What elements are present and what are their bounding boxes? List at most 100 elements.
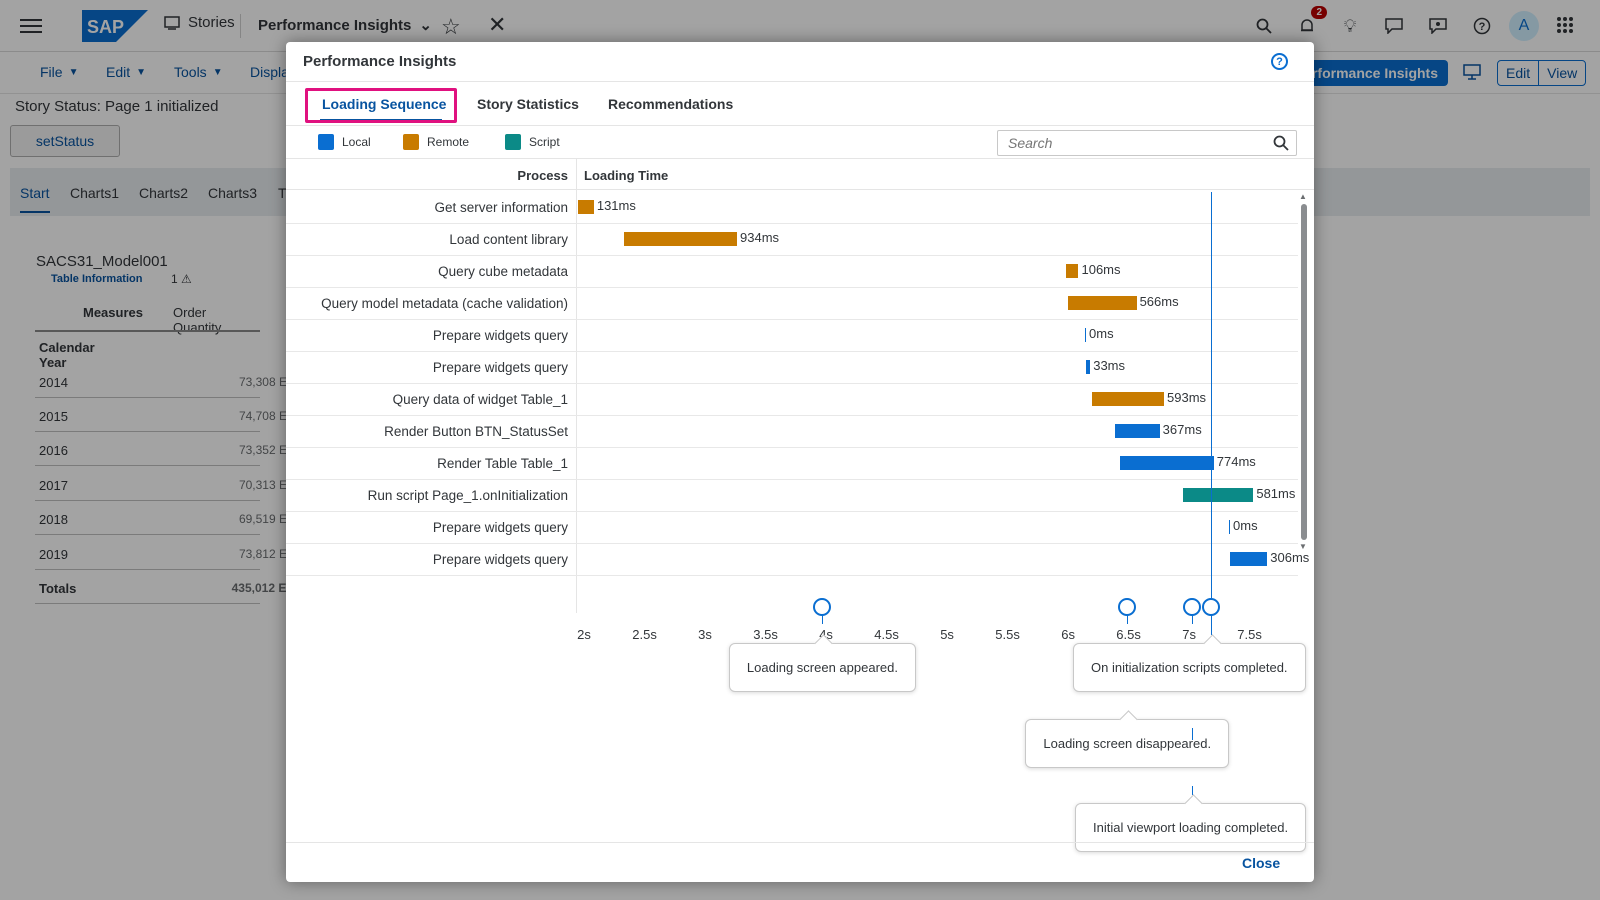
gantt-row[interactable]: Render Table Table_1 774ms: [286, 448, 1298, 480]
close-icon[interactable]: ✕: [488, 12, 507, 37]
legend-remote: Remote: [403, 134, 469, 150]
table-row-value: 70,313 EA: [238, 478, 295, 492]
search-icon[interactable]: [1252, 14, 1276, 38]
gantt-bar[interactable]: [1068, 296, 1137, 310]
scroll-down-icon[interactable]: ▼: [1299, 542, 1307, 551]
table-row-year: 2019: [39, 547, 68, 562]
process-label: Prepare widgets query: [432, 552, 568, 567]
table-divider: [35, 603, 260, 604]
milestone-marker[interactable]: [1201, 598, 1220, 616]
gantt-bar[interactable]: [1085, 328, 1087, 342]
avatar[interactable]: A: [1509, 11, 1539, 41]
app-title-menu[interactable]: Performance Insights ⌄: [258, 16, 432, 35]
edit-menu[interactable]: Edit ▼: [106, 64, 146, 80]
milestone-marker[interactable]: [1182, 598, 1201, 616]
gantt-bar[interactable]: [1065, 264, 1079, 278]
chevron-down-icon: ▼: [68, 66, 79, 78]
notifications-icon[interactable]: 2: [1295, 6, 1327, 38]
gantt-bar[interactable]: [1230, 552, 1268, 566]
story-status-text: Story Status: Page 1 initialized: [15, 98, 219, 115]
gantt-row[interactable]: Query model metadata (cache validation) 5…: [286, 288, 1298, 320]
gantt-bar[interactable]: [578, 200, 594, 214]
gantt-bar[interactable]: [1092, 392, 1165, 406]
axis-tick-label: 3s: [698, 627, 712, 642]
gantt-bar[interactable]: [1115, 424, 1160, 438]
product-switch-icon[interactable]: [1557, 17, 1573, 33]
search-icon[interactable]: [1273, 135, 1289, 151]
milestone-marker[interactable]: [813, 598, 832, 616]
warning-indicator[interactable]: 1 ⚠: [171, 272, 192, 286]
file-menu[interactable]: File ▼: [40, 64, 78, 80]
chevron-down-icon: ▼: [212, 66, 223, 78]
search-input[interactable]: [998, 131, 1263, 155]
view-mode-button[interactable]: View: [1538, 61, 1585, 85]
gantt-bar[interactable]: [1086, 360, 1091, 374]
edit-mode-button[interactable]: Edit: [1506, 65, 1531, 81]
axis-tick-label: 6s: [1061, 627, 1075, 642]
tab-charts1[interactable]: Charts1: [70, 185, 120, 201]
gantt-row[interactable]: Prepare widgets query 306ms: [286, 544, 1309, 576]
help-icon[interactable]: ?: [1271, 53, 1288, 70]
gantt-row[interactable]: Load content library 934ms: [286, 224, 1298, 256]
gantt-row[interactable]: Query data of widget Table_1 593ms: [286, 384, 1298, 416]
gantt-row[interactable]: Query cube metadata 106ms: [286, 256, 1298, 288]
scroll-up-icon[interactable]: ▲: [1299, 192, 1307, 201]
process-label: Prepare widgets query: [432, 328, 568, 343]
table-row-year: 2015: [39, 409, 68, 424]
close-button[interactable]: Close: [1242, 855, 1281, 871]
legend-swatch-local: [318, 134, 334, 150]
display-menu[interactable]: Displa: [250, 64, 289, 80]
tab-start[interactable]: Start: [20, 185, 50, 213]
table-information-link[interactable]: Table Information: [51, 273, 143, 285]
tools-menu-label: Tools: [174, 64, 207, 80]
gantt-row[interactable]: Render Button BTN_StatusSet 367ms: [286, 416, 1298, 448]
milestone-callout: Loading screen appeared.: [728, 643, 916, 692]
column-divider: [576, 158, 577, 613]
table-divider: [35, 397, 260, 398]
chart-column-headers: Process Loading Time: [286, 158, 1314, 190]
legend-swatch-remote: [403, 134, 419, 150]
duration-label: 566ms: [1139, 294, 1179, 309]
lightbulb-icon[interactable]: 💡︎: [1343, 15, 1357, 36]
duration-label: 306ms: [1270, 550, 1310, 565]
search-field: [997, 130, 1297, 156]
notification-badge: 2: [1311, 6, 1327, 19]
process-label: Prepare widgets query: [432, 360, 568, 375]
gantt-bar[interactable]: [623, 232, 737, 246]
gantt-row[interactable]: Run script Page_1.onInitialization 581ms: [286, 480, 1298, 512]
tab-charts3[interactable]: Charts3: [208, 185, 258, 201]
gantt-row[interactable]: Prepare widgets query 33ms: [286, 352, 1298, 384]
tab-story-statistics[interactable]: Story Statistics: [477, 96, 579, 112]
duration-label: 33ms: [1093, 358, 1126, 373]
tab-more[interactable]: T: [278, 185, 287, 201]
gantt-row[interactable]: Get server information 131ms: [286, 192, 1298, 224]
gantt-row[interactable]: Prepare widgets query 0ms: [286, 512, 1298, 544]
tab-charts2[interactable]: Charts2: [139, 185, 189, 201]
tab-loading-sequence[interactable]: Loading Sequence: [322, 96, 447, 112]
star-icon[interactable]: ☆: [441, 14, 461, 39]
setstatus-button[interactable]: setStatus: [10, 125, 120, 157]
stories-button[interactable]: Stories: [164, 14, 235, 31]
scrollbar-thumb[interactable]: [1301, 204, 1307, 540]
tab-highlight-box: [305, 88, 457, 123]
table-row-value: 73,812 EA: [238, 547, 295, 561]
present-icon[interactable]: [1463, 64, 1481, 80]
comment-icon[interactable]: [1382, 14, 1406, 38]
tools-menu[interactable]: Tools ▼: [174, 64, 223, 80]
chart-scrollbar[interactable]: ▲ ▼: [1298, 192, 1308, 602]
axis-tick-label: 5s: [940, 627, 954, 642]
tab-recommendations[interactable]: Recommendations: [608, 96, 734, 112]
menu-icon[interactable]: [20, 15, 42, 37]
gantt-bar[interactable]: [1120, 456, 1214, 470]
table-divider: [35, 500, 260, 501]
feedback-icon[interactable]: [1426, 14, 1450, 38]
milestone-marker[interactable]: [1118, 598, 1137, 616]
shell-separator: [240, 14, 241, 38]
gantt-bar[interactable]: [1183, 488, 1254, 502]
table-divider: [35, 569, 260, 570]
gantt-bar[interactable]: [1229, 520, 1231, 534]
milestone-callout: Initial viewport loading completed.: [1075, 803, 1307, 852]
help-icon[interactable]: ?: [1470, 14, 1494, 38]
gantt-row[interactable]: Prepare widgets query 0ms: [286, 320, 1298, 352]
legend-script: Script: [505, 134, 560, 150]
